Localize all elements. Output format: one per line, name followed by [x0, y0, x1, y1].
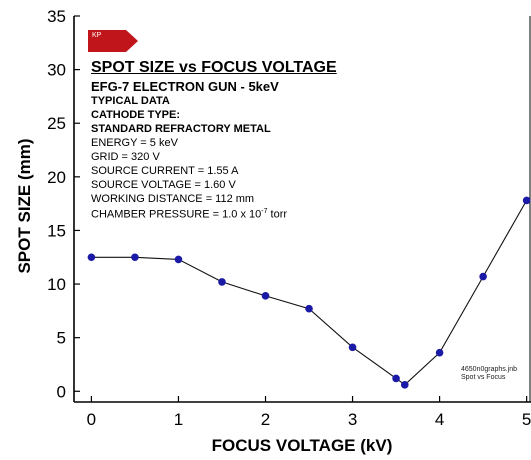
pressure-prefix: CHAMBER PRESSURE = 1.0 x 10: [91, 208, 262, 221]
x-tick-label: 1: [174, 410, 183, 429]
file-note-line: 4650n0graphs.jnb: [461, 366, 518, 373]
data-point: [218, 278, 226, 286]
y-axis-title: SPOT SIZE (mm): [15, 138, 34, 273]
file-note: 4650n0graphs.jnb Spot vs Focus: [461, 366, 517, 382]
y-tick-label: 30: [47, 61, 66, 80]
chamber-pressure-param: CHAMBER PRESSURE = 1.0 x 10-7 torr: [91, 208, 337, 221]
x-tick-label: 0: [87, 410, 96, 429]
working-distance-param: WORKING DISTANCE = 112 mm: [91, 193, 255, 205]
info-block: SPOT SIZE vs FOCUS VOLTAGE EFG-7 ELECTRO…: [91, 60, 337, 224]
data-point: [261, 292, 270, 300]
data-point: [435, 348, 444, 357]
pressure-exponent: -7: [261, 208, 268, 215]
data-point: [479, 272, 487, 281]
x-tick-label: 5: [522, 410, 531, 429]
data-point: [392, 374, 400, 383]
pressure-unit: torr: [267, 208, 288, 221]
y-tick-label: 10: [47, 275, 66, 294]
cathode-type-label: CATHODE TYPE:: [91, 109, 181, 121]
x-tick-label: 4: [435, 410, 444, 429]
cathode-type-value: STANDARD REFRACTORY METAL: [91, 123, 271, 135]
source-voltage-param: SOURCE VOLTAGE = 1.60 V: [91, 179, 236, 191]
y-tick-label: 20: [47, 168, 66, 187]
source-current-param: SOURCE CURRENT = 1.55 A: [91, 165, 239, 177]
series-layer: [87, 196, 531, 389]
x-axis-title: FOCUS VOLTAGE (kV): [212, 436, 393, 455]
data-point: [87, 253, 96, 262]
y-axis: 0 5 10 15 20 25 30 35: [47, 7, 80, 401]
chart-title: SPOT SIZE vs FOCUS VOLTAGE: [91, 59, 337, 76]
y-tick-label: 25: [47, 114, 66, 133]
file-note-line: Spot vs Focus: [461, 374, 506, 382]
x-tick-label: 2: [261, 410, 270, 429]
y-tick-label: 35: [47, 7, 66, 26]
x-axis: 0 1 2 3 4 5: [87, 396, 531, 429]
data-point: [131, 253, 139, 262]
data-point: [305, 304, 313, 313]
y-tick-label: 5: [57, 329, 66, 348]
data-point: [348, 343, 357, 352]
data-point: [174, 255, 183, 264]
y-tick-label: 15: [47, 221, 66, 240]
data-point: [400, 381, 409, 389]
y-tick-label: 0: [57, 382, 66, 401]
logo-text: KP: [92, 32, 102, 39]
grid-param: GRID = 320 V: [91, 151, 160, 163]
x-tick-label: 3: [348, 410, 357, 429]
typical-data-label: TYPICAL DATA: [91, 95, 170, 107]
series-line: [91, 200, 528, 386]
energy-param: ENERGY = 5 keV: [91, 137, 178, 149]
kp-logo-icon: [88, 30, 138, 52]
chart-subtitle: EFG-7 ELECTRON GUN - 5keV: [91, 79, 279, 94]
data-point: [522, 196, 531, 205]
